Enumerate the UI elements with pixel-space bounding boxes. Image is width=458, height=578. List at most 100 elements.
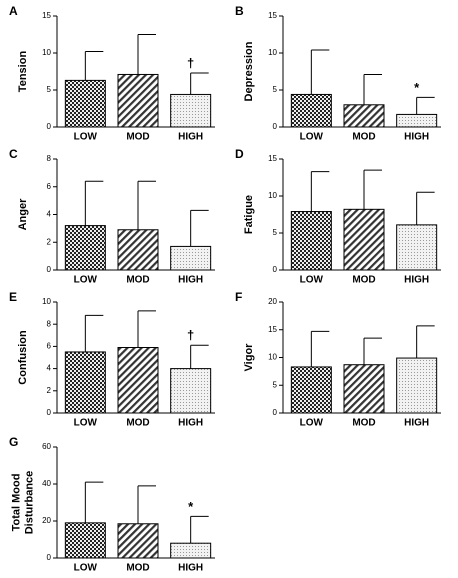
bar bbox=[290, 211, 332, 271]
bar bbox=[343, 208, 385, 271]
error-bar bbox=[190, 515, 209, 544]
x-tick-label: HIGH bbox=[178, 132, 203, 143]
y-tick-label: 10 bbox=[268, 191, 277, 200]
y-axis-label: Anger bbox=[17, 198, 29, 231]
y-tick-label: 0 bbox=[273, 122, 278, 131]
y-tick-label: 15 bbox=[268, 325, 277, 334]
error-bar bbox=[137, 310, 156, 348]
y-tick-label: 15 bbox=[42, 11, 51, 20]
error-bar bbox=[190, 344, 209, 369]
bar bbox=[170, 245, 212, 271]
y-tick-label: 4 bbox=[47, 210, 52, 219]
x-tick-label: MOD bbox=[126, 132, 149, 143]
y-axis-label: Vigor bbox=[243, 343, 255, 372]
y-tick-label: 6 bbox=[47, 182, 52, 191]
y-tick-label: 20 bbox=[268, 297, 277, 306]
panel-label: B bbox=[235, 4, 244, 18]
y-tick-label: 40 bbox=[42, 479, 51, 488]
error-bar bbox=[310, 330, 330, 367]
y-tick-label: 0 bbox=[273, 408, 278, 417]
bar bbox=[396, 113, 438, 128]
y-tick-label: 0 bbox=[47, 265, 52, 274]
x-tick-label: HIGH bbox=[404, 275, 429, 286]
y-tick-label: 8 bbox=[47, 319, 52, 328]
x-tick-label: LOW bbox=[300, 275, 324, 286]
y-tick-label: 6 bbox=[47, 342, 52, 351]
error-bar bbox=[416, 191, 435, 225]
x-tick-label: LOW bbox=[74, 275, 98, 286]
y-tick-label: 15 bbox=[268, 11, 277, 20]
y-tick-label: 0 bbox=[273, 265, 278, 274]
significance-mark: * bbox=[188, 499, 194, 514]
y-tick-label: 2 bbox=[47, 237, 52, 246]
y-tick-label: 10 bbox=[268, 353, 277, 362]
x-tick-label: HIGH bbox=[178, 563, 203, 574]
bar bbox=[117, 347, 159, 414]
bar bbox=[290, 366, 332, 414]
y-axis-label: Total Mood bbox=[10, 474, 22, 532]
y-tick-label: 15 bbox=[268, 154, 277, 163]
error-bar bbox=[84, 51, 104, 81]
x-tick-label: MOD bbox=[352, 418, 375, 429]
error-bar bbox=[137, 485, 156, 524]
x-tick-label: HIGH bbox=[404, 418, 429, 429]
panel-label: G bbox=[9, 435, 18, 449]
bar bbox=[117, 229, 159, 271]
error-bar bbox=[416, 325, 435, 359]
y-tick-label: 5 bbox=[273, 85, 278, 94]
error-bar bbox=[310, 171, 330, 212]
x-tick-label: LOW bbox=[74, 563, 98, 574]
x-tick-label: LOW bbox=[74, 418, 98, 429]
error-bar bbox=[363, 337, 382, 365]
error-bar bbox=[84, 481, 104, 523]
error-bar bbox=[84, 180, 104, 226]
y-tick-label: 20 bbox=[42, 516, 51, 525]
y-tick-label: 2 bbox=[47, 386, 52, 395]
bar bbox=[64, 79, 106, 128]
y-axis-label: Fatigue bbox=[243, 195, 255, 234]
error-bar bbox=[363, 169, 382, 210]
bar bbox=[396, 357, 438, 414]
y-tick-label: 10 bbox=[42, 48, 51, 57]
x-tick-label: MOD bbox=[352, 132, 375, 143]
bar bbox=[64, 225, 106, 271]
bar bbox=[117, 73, 159, 128]
y-tick-label: 5 bbox=[47, 85, 52, 94]
panel-label: D bbox=[235, 147, 244, 161]
panel-label: F bbox=[235, 290, 242, 304]
bar bbox=[396, 224, 438, 271]
y-axis-label: Depression bbox=[243, 41, 255, 101]
error-bar bbox=[363, 73, 382, 105]
error-bar bbox=[190, 72, 209, 95]
y-tick-label: 4 bbox=[47, 364, 52, 373]
x-tick-label: LOW bbox=[74, 132, 98, 143]
error-bar bbox=[84, 314, 104, 352]
error-bar bbox=[310, 49, 330, 95]
significance-mark: † bbox=[187, 55, 194, 70]
x-tick-label: MOD bbox=[126, 563, 149, 574]
significance-mark: * bbox=[414, 80, 420, 95]
y-axis-label: Confusion bbox=[17, 330, 29, 385]
y-tick-label: 5 bbox=[273, 380, 278, 389]
bar bbox=[64, 351, 106, 414]
bar bbox=[117, 523, 159, 559]
error-bar bbox=[137, 180, 156, 230]
x-tick-label: MOD bbox=[126, 418, 149, 429]
y-axis-label: Disturbance bbox=[23, 471, 35, 535]
y-tick-label: 0 bbox=[47, 122, 52, 131]
bar bbox=[170, 93, 212, 128]
x-tick-label: LOW bbox=[300, 132, 324, 143]
error-bar bbox=[190, 209, 209, 247]
bar bbox=[343, 104, 385, 128]
panel-label: E bbox=[9, 290, 17, 304]
y-axis-label: Tension bbox=[17, 51, 29, 93]
error-bar bbox=[137, 34, 156, 75]
x-tick-label: HIGH bbox=[178, 418, 203, 429]
bar bbox=[170, 542, 212, 559]
y-tick-label: 60 bbox=[42, 442, 51, 451]
bar bbox=[170, 368, 212, 414]
significance-mark: † bbox=[187, 328, 194, 343]
bar bbox=[64, 522, 106, 559]
y-tick-label: 8 bbox=[47, 154, 52, 163]
